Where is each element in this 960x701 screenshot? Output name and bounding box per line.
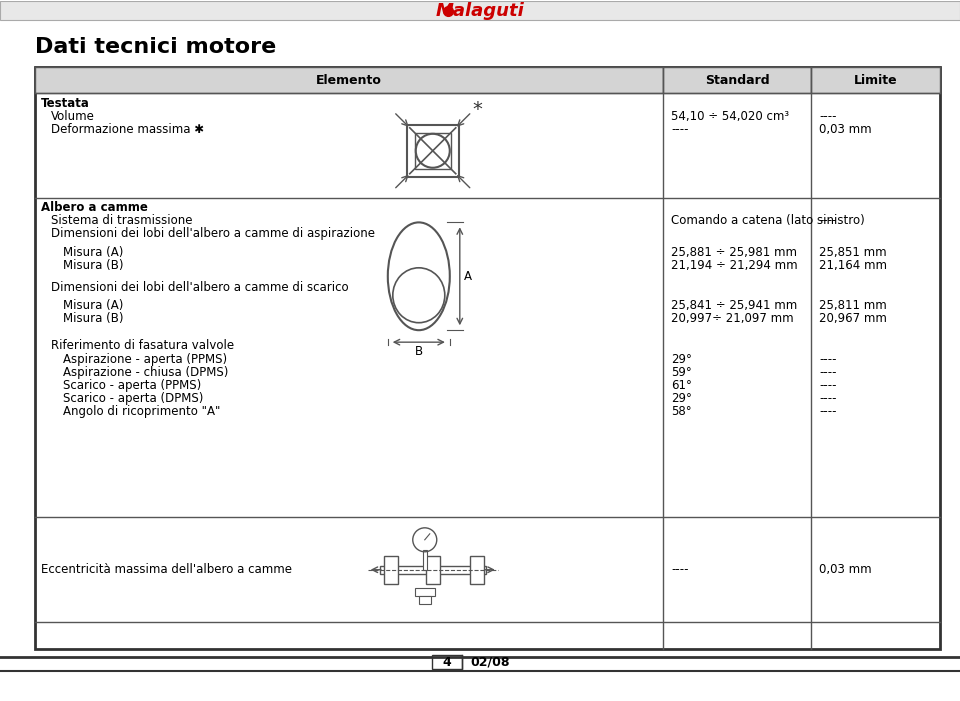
Bar (469, 556, 484, 584)
Bar (422, 550, 427, 570)
Text: Dimensioni dei lobi dell'albero a camme di scarico: Dimensioni dei lobi dell'albero a camme … (51, 281, 348, 294)
Text: 0,03 mm: 0,03 mm (819, 123, 872, 135)
Text: ----: ---- (819, 379, 836, 392)
Text: Standard: Standard (705, 74, 769, 87)
Text: *: * (472, 100, 483, 119)
Text: Testata: Testata (41, 97, 90, 109)
Text: 4: 4 (443, 655, 451, 669)
Text: 02/08: 02/08 (470, 655, 510, 669)
Text: ----: ---- (671, 563, 688, 576)
Text: Riferimento di fasatura valvole: Riferimento di fasatura valvole (51, 339, 234, 352)
Bar (426, 556, 440, 584)
Text: Aspirazione - chiusa (DPMS): Aspirazione - chiusa (DPMS) (63, 366, 228, 379)
Text: Elemento: Elemento (316, 74, 382, 87)
Text: Angolo di ricoprimento "A": Angolo di ricoprimento "A" (63, 405, 221, 418)
Text: ----: ---- (819, 405, 836, 418)
Text: 25,811 mm: 25,811 mm (819, 299, 887, 312)
Text: 20,997÷ 21,097 mm: 20,997÷ 21,097 mm (671, 312, 794, 325)
Text: ----: ---- (819, 366, 836, 379)
Text: Limite: Limite (853, 74, 898, 87)
Text: Aspirazione - aperta (PPMS): Aspirazione - aperta (PPMS) (63, 353, 228, 366)
Text: Albero a camme: Albero a camme (41, 201, 148, 215)
Text: Comando a catena (lato sinistro): Comando a catena (lato sinistro) (671, 215, 865, 227)
Bar (663, 67, 811, 93)
Text: 20,967 mm: 20,967 mm (819, 312, 887, 325)
Text: Scarico - aperta (DPMS): Scarico - aperta (DPMS) (63, 392, 204, 405)
Text: Deformazione massima ✱: Deformazione massima ✱ (51, 123, 204, 135)
Bar (432, 655, 462, 669)
Text: ----: ---- (819, 109, 836, 123)
Text: 25,841 ÷ 25,941 mm: 25,841 ÷ 25,941 mm (671, 299, 797, 312)
Text: Sistema di trasmissione: Sistema di trasmissione (51, 215, 193, 227)
Bar (35, 67, 663, 93)
Text: 58°: 58° (671, 405, 691, 418)
Text: Misura (A): Misura (A) (63, 246, 124, 259)
Text: Misura (A): Misura (A) (63, 299, 124, 312)
Bar (384, 556, 397, 584)
Text: Scarico - aperta (PPMS): Scarico - aperta (PPMS) (63, 379, 202, 392)
Bar (415, 587, 435, 596)
Bar (407, 125, 459, 177)
Bar (419, 596, 431, 604)
Text: 61°: 61° (671, 379, 692, 392)
Text: 54,10 ÷ 54,020 cm³: 54,10 ÷ 54,020 cm³ (671, 109, 789, 123)
Text: 0,03 mm: 0,03 mm (819, 563, 872, 576)
Text: 25,881 ÷ 25,981 mm: 25,881 ÷ 25,981 mm (671, 246, 797, 259)
Text: 21,194 ÷ 21,294 mm: 21,194 ÷ 21,294 mm (671, 259, 798, 272)
Bar (811, 67, 940, 93)
Text: 25,851 mm: 25,851 mm (819, 246, 887, 259)
Bar (35, 67, 940, 649)
Text: B: B (415, 345, 422, 358)
Text: Malaguti: Malaguti (436, 2, 524, 20)
Text: Misura (B): Misura (B) (63, 259, 124, 272)
Bar (380, 566, 486, 573)
Text: ----: ---- (819, 353, 836, 366)
Text: 59°: 59° (671, 366, 692, 379)
Text: 21,164 mm: 21,164 mm (819, 259, 887, 272)
Text: Dati tecnici motore: Dati tecnici motore (35, 37, 276, 57)
Text: Dimensioni dei lobi dell'albero a camme di aspirazione: Dimensioni dei lobi dell'albero a camme … (51, 227, 375, 240)
Text: ----: ---- (819, 215, 836, 227)
Text: Misura (B): Misura (B) (63, 312, 124, 325)
Bar (415, 132, 451, 169)
Bar (0, 1, 960, 20)
Text: ----: ---- (819, 392, 836, 405)
Text: Volume: Volume (51, 109, 95, 123)
Text: ----: ---- (671, 123, 688, 135)
Text: Eccentricità massima dell'albero a camme: Eccentricità massima dell'albero a camme (41, 563, 292, 576)
Text: A: A (464, 270, 471, 283)
Text: 29°: 29° (671, 353, 692, 366)
Text: 29°: 29° (671, 392, 692, 405)
